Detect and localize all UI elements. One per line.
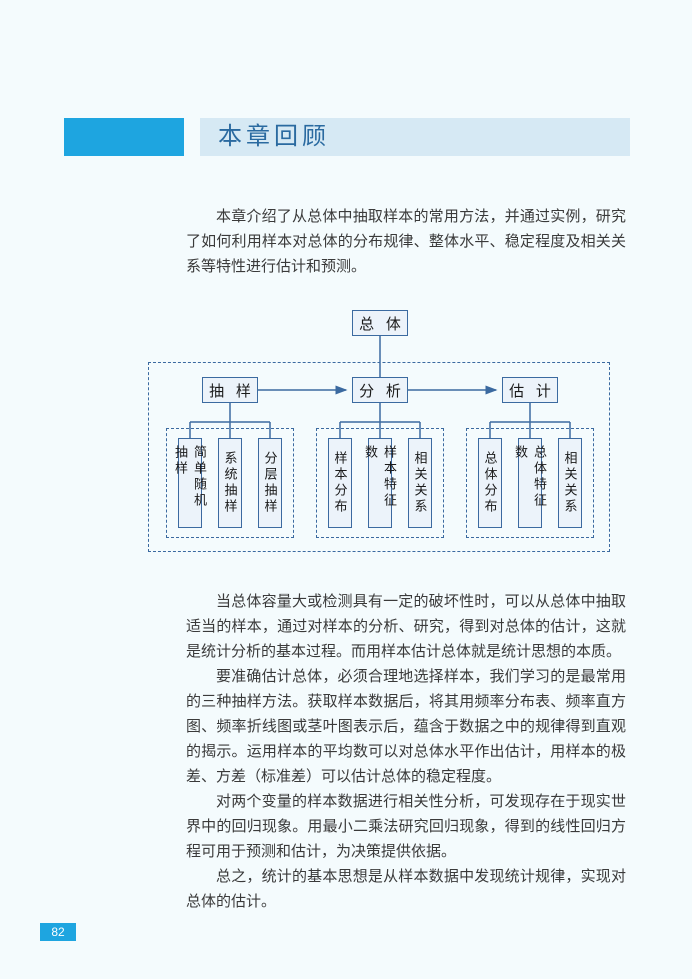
intro-paragraph: 本章介绍了从总体中抽取样本的常用方法，并通过实例，研究了如何利用样本对总体的分布… xyxy=(186,205,626,280)
body-paragraph: 总之，统计的基本思想是从样本数据中发现统计规律，实现对总体的估计。 xyxy=(186,865,626,915)
page: 本章回顾 本章介绍了从总体中抽取样本的常用方法，并通过实例，研究了如何利用样本对… xyxy=(0,0,692,979)
leaf-node: 总体分布 xyxy=(478,438,502,528)
leaf-node: 相关关系 xyxy=(558,438,582,528)
body-paragraph: 当总体容量大或检测具有一定的破坏性时，可以从总体中抽取适当的样本，通过对样本的分… xyxy=(186,590,626,665)
node-total: 总 体 xyxy=(352,310,408,336)
lower-block: 当总体容量大或检测具有一定的破坏性时，可以从总体中抽取适当的样本，通过对样本的分… xyxy=(186,590,626,915)
node-estimation: 估 计 xyxy=(502,377,558,403)
leaf-node: 简单随机抽样 xyxy=(178,438,202,528)
body-paragraph: 对两个变量的样本数据进行相关性分析，可发现存在于现实世界中的回归现象。用最小二乘… xyxy=(186,790,626,865)
intro-block: 本章介绍了从总体中抽取样本的常用方法，并通过实例，研究了如何利用样本对总体的分布… xyxy=(186,205,626,280)
chapter-title: 本章回顾 xyxy=(200,118,630,156)
accent-bar xyxy=(64,118,184,156)
page-number: 82 xyxy=(40,923,76,941)
leaf-node: 样本特征数 xyxy=(368,438,392,528)
node-analysis: 分 析 xyxy=(352,377,408,403)
node-sampling: 抽 样 xyxy=(202,377,258,403)
flowchart: 总 体抽 样分 析估 计简单随机抽样系统抽样分层抽样样本分布样本特征数相关关系总… xyxy=(130,310,630,560)
leaf-node: 样本分布 xyxy=(328,438,352,528)
leaf-node: 总体特征数 xyxy=(518,438,542,528)
leaf-node: 相关关系 xyxy=(408,438,432,528)
leaf-node: 分层抽样 xyxy=(258,438,282,528)
body-paragraph: 要准确估计总体，必须合理地选择样本，我们学习的是最常用的三种抽样方法。获取样本数… xyxy=(186,665,626,790)
leaf-node: 系统抽样 xyxy=(218,438,242,528)
header-row: 本章回顾 xyxy=(0,118,692,156)
